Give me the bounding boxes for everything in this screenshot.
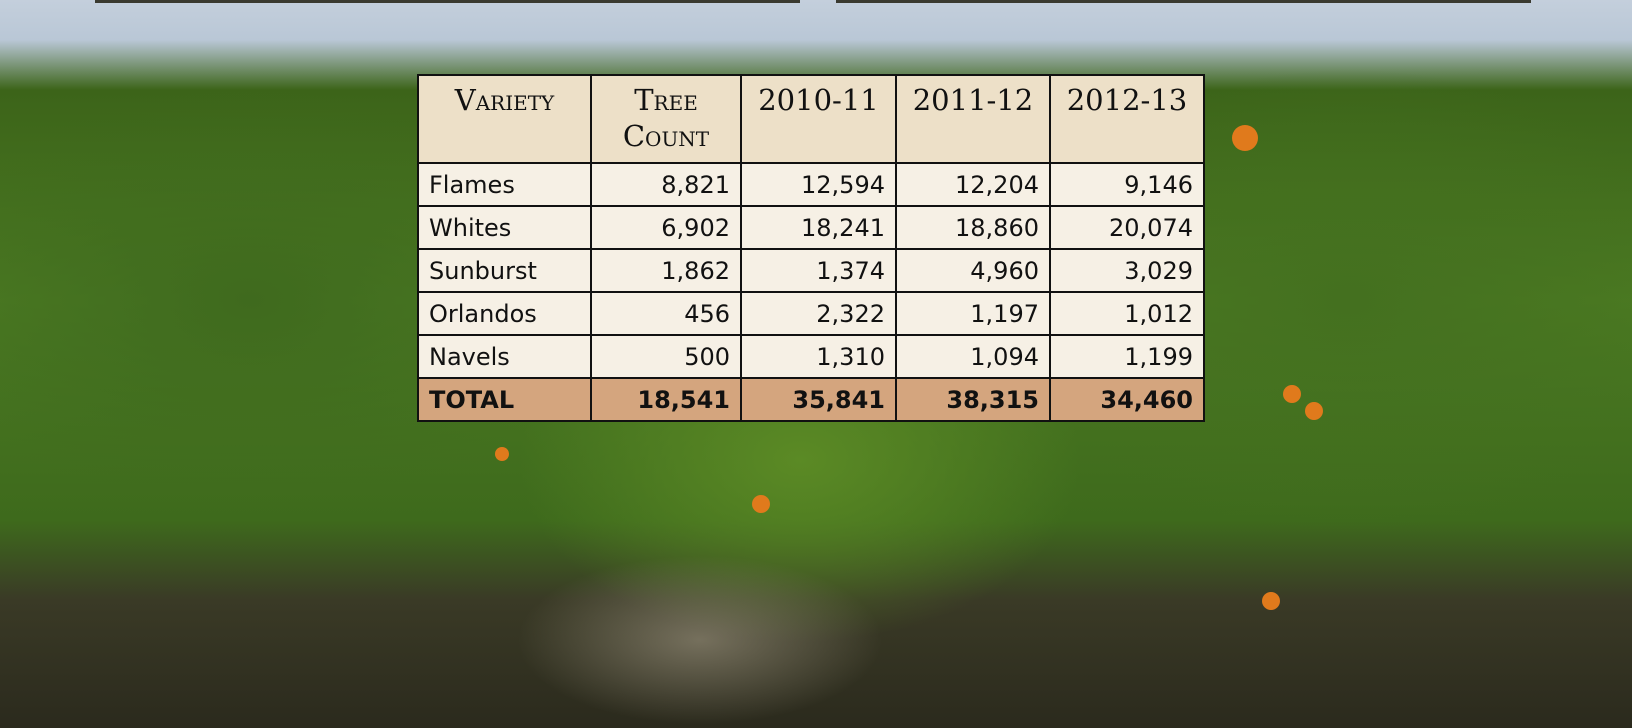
table-cell: 1,374: [741, 249, 896, 292]
table-cell: 12,204: [896, 163, 1050, 206]
table-cell: Flames: [418, 163, 591, 206]
fruit: [1283, 385, 1301, 403]
table-cell: 1,012: [1050, 292, 1204, 335]
table-cell: 3,029: [1050, 249, 1204, 292]
table-cell: 456: [591, 292, 741, 335]
table-cell: 1,310: [741, 335, 896, 378]
page: VarietyTree Count2010-112011-122012-13 F…: [0, 0, 1632, 728]
header-cell: 2010-11: [741, 75, 896, 163]
total-cell: TOTAL: [418, 378, 591, 421]
header-cell: 2012-13: [1050, 75, 1204, 163]
table-cell: Navels: [418, 335, 591, 378]
table-cell: 12,594: [741, 163, 896, 206]
table-cell: Orlandos: [418, 292, 591, 335]
header-cell: Tree Count: [591, 75, 741, 163]
table-cell: 1,094: [896, 335, 1050, 378]
table-cell: 18,241: [741, 206, 896, 249]
total-cell: 38,315: [896, 378, 1050, 421]
total-cell: 35,841: [741, 378, 896, 421]
table-cell: 6,902: [591, 206, 741, 249]
table-cell: 500: [591, 335, 741, 378]
image-strip: [95, 0, 800, 3]
table-cell: 9,146: [1050, 163, 1204, 206]
table-cell: Whites: [418, 206, 591, 249]
table-cell: 8,821: [591, 163, 741, 206]
table-cell: 2,322: [741, 292, 896, 335]
fruit: [1262, 592, 1280, 610]
fruit: [495, 447, 509, 461]
table-cell: 1,862: [591, 249, 741, 292]
total-cell: 18,541: [591, 378, 741, 421]
image-strip: [836, 0, 1531, 3]
table-cell: 1,199: [1050, 335, 1204, 378]
header-cell: Variety: [418, 75, 591, 163]
header-cell: 2011-12: [896, 75, 1050, 163]
table-cell: 4,960: [896, 249, 1050, 292]
fruit: [1305, 402, 1323, 420]
fruit: [1232, 125, 1258, 151]
table-cell: 20,074: [1050, 206, 1204, 249]
total-cell: 34,460: [1050, 378, 1204, 421]
table-cell: Sunburst: [418, 249, 591, 292]
fruit: [752, 495, 770, 513]
table-cell: 1,197: [896, 292, 1050, 335]
table-cell: 18,860: [896, 206, 1050, 249]
